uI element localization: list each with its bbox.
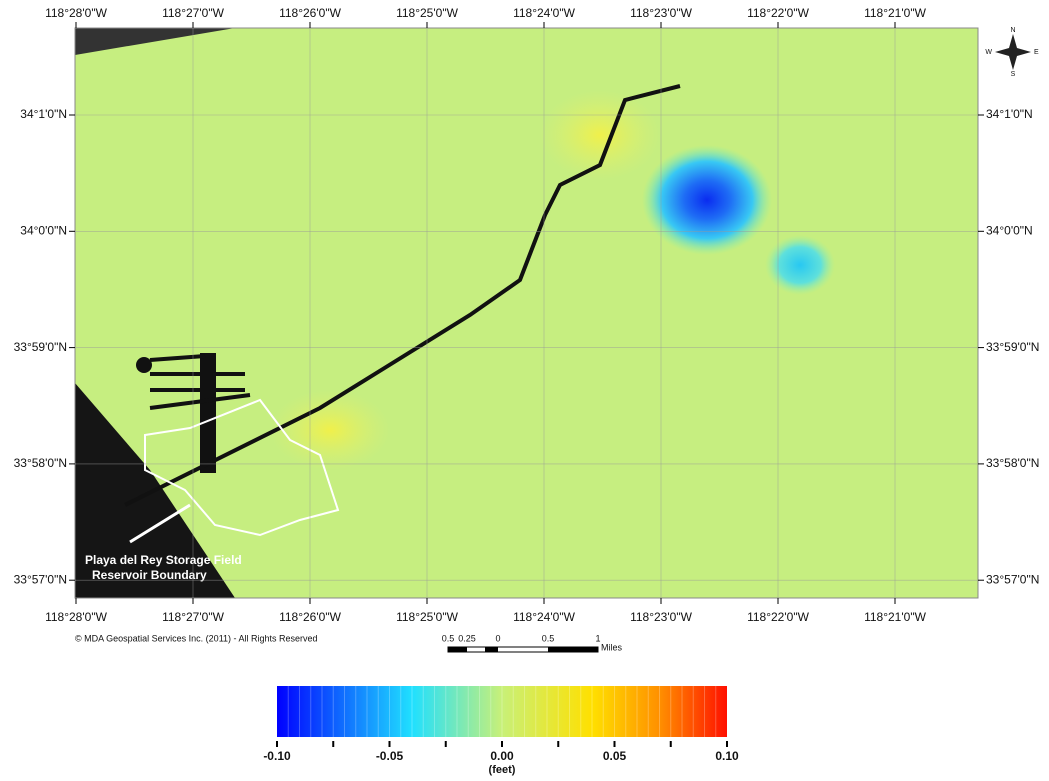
lon-label: 118°24'0"W xyxy=(513,610,576,624)
lon-label: 118°26'0"W xyxy=(279,6,342,20)
map-figure: Playa del Rey Storage Field Reservoir Bo… xyxy=(0,0,1049,776)
lon-label: 118°27'0"W xyxy=(162,610,225,624)
compass-label: N xyxy=(1010,27,1015,34)
lon-label: 118°27'0"W xyxy=(162,6,225,20)
scale-label: 1 xyxy=(595,633,600,643)
compass-label: W xyxy=(985,49,992,56)
scale-label: 0 xyxy=(495,633,500,643)
lon-label: 118°21'0"W xyxy=(864,610,927,624)
lat-label: 34°0'0"N xyxy=(986,223,1033,237)
lon-label: 118°24'0"W xyxy=(513,6,576,20)
lat-label: 33°57'0"N xyxy=(986,572,1039,586)
colorbar-unit: (feet) xyxy=(489,764,516,776)
lon-label: 118°22'0"W xyxy=(747,610,810,624)
page: Playa del Rey Storage Field Reservoir Bo… xyxy=(0,0,1049,781)
lat-label: 34°0'0"N xyxy=(20,223,67,237)
colorbar-label: 0.05 xyxy=(603,749,627,763)
lon-label: 118°23'0"W xyxy=(630,6,693,20)
compass-label: S xyxy=(1011,71,1016,78)
annotation: Playa del Rey Storage Field xyxy=(85,553,242,567)
lon-label: 118°28'0"W xyxy=(45,6,108,20)
map-image xyxy=(75,28,978,598)
lon-label: 118°25'0"W xyxy=(396,6,459,20)
colorbar-label: 0.00 xyxy=(490,749,514,763)
colorbar-label: 0.10 xyxy=(715,749,739,763)
scale-label: 0.5 xyxy=(442,633,455,643)
lat-label: 33°59'0"N xyxy=(986,340,1039,354)
lat-label: 33°58'0"N xyxy=(14,456,67,470)
colorbar-label: -0.10 xyxy=(263,749,291,763)
lat-label: 33°59'0"N xyxy=(14,340,67,354)
lon-label: 118°22'0"W xyxy=(747,6,810,20)
lon-label: 118°21'0"W xyxy=(864,6,927,20)
scale-unit: Miles xyxy=(601,642,623,652)
lon-label: 118°28'0"W xyxy=(45,610,108,624)
lat-label: 33°57'0"N xyxy=(14,572,67,586)
lon-label: 118°26'0"W xyxy=(279,610,342,624)
scale-label: 0.5 xyxy=(542,633,555,643)
lon-label: 118°23'0"W xyxy=(630,610,693,624)
lon-label: 118°25'0"W xyxy=(396,610,459,624)
lat-label: 34°1'0"N xyxy=(20,107,67,121)
colorbar-label: -0.05 xyxy=(376,749,404,763)
lat-label: 34°1'0"N xyxy=(986,107,1033,121)
lat-label: 33°58'0"N xyxy=(986,456,1039,470)
copyright: © MDA Geospatial Services Inc. (2011) - … xyxy=(75,633,318,643)
scale-label: 0.25 xyxy=(458,633,476,643)
compass-label: E xyxy=(1034,49,1039,56)
scale-bar xyxy=(448,647,598,652)
compass: N S E W xyxy=(985,27,1039,78)
